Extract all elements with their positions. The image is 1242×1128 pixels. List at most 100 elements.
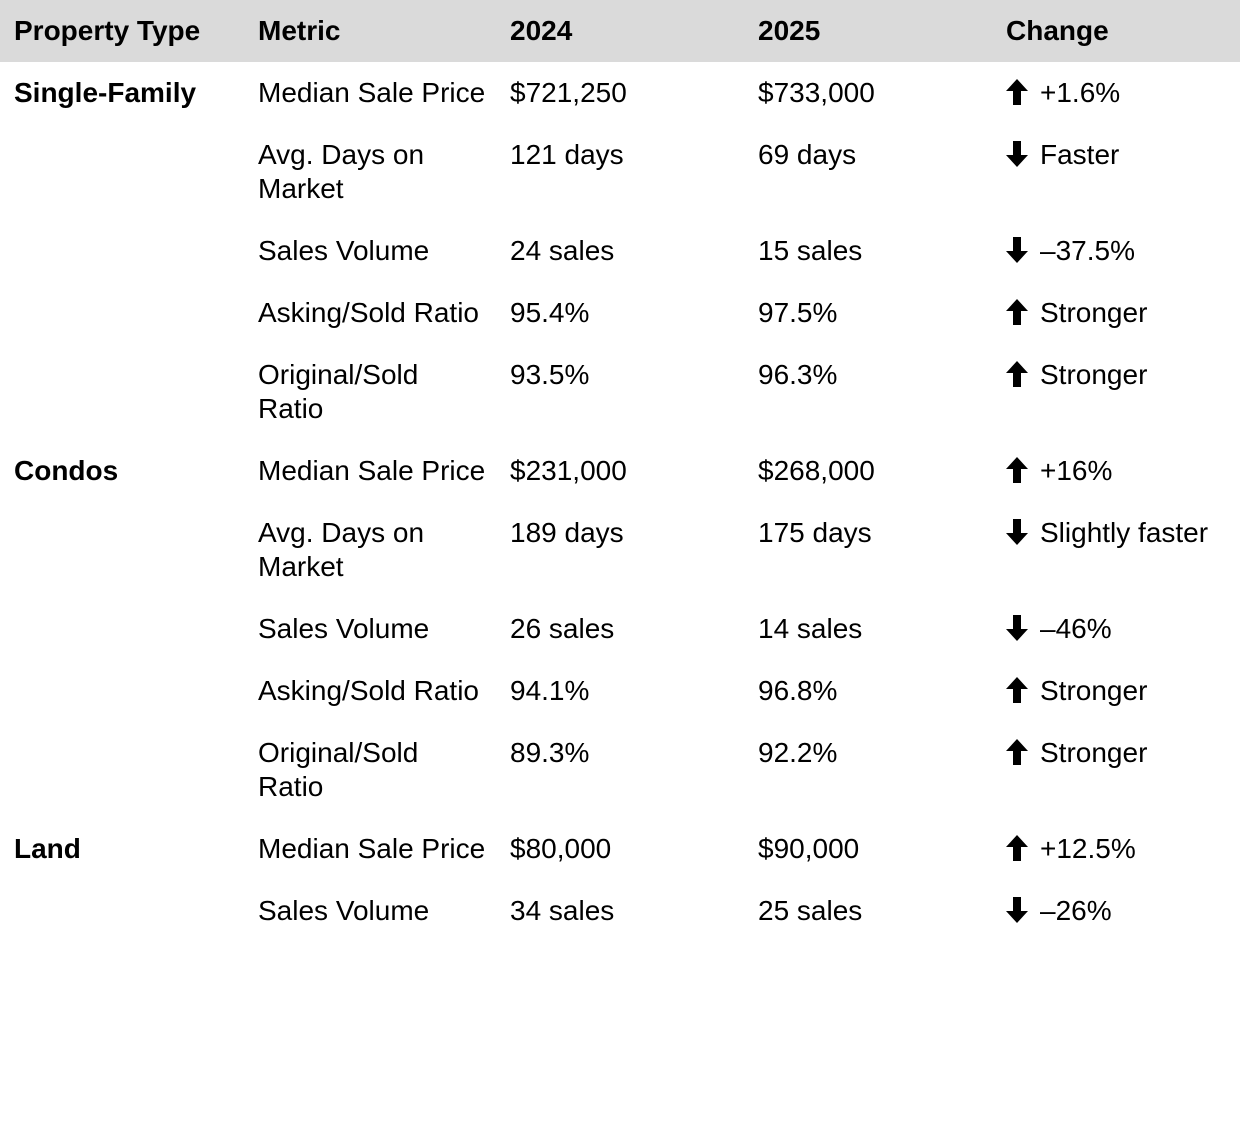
arrow-up-icon bbox=[1006, 299, 1028, 325]
change-cell: Stronger bbox=[992, 344, 1240, 440]
value-2025-cell: $733,000 bbox=[758, 77, 875, 108]
change-cell: Faster bbox=[992, 124, 1240, 220]
change-cell: Stronger bbox=[992, 722, 1240, 818]
header-property-type: Property Type bbox=[14, 15, 201, 46]
arrow-up-icon bbox=[1006, 739, 1028, 765]
table-row: Sales Volume 24 sales 15 sales –37.5% bbox=[0, 220, 1240, 282]
property-type-cell: Land bbox=[14, 833, 81, 864]
change-cell: Stronger bbox=[992, 282, 1240, 344]
value-2024-cell: 24 sales bbox=[510, 235, 615, 266]
table-row: Asking/Sold Ratio 94.1% 96.8% Stronger bbox=[0, 660, 1240, 722]
header-2025: 2025 bbox=[758, 15, 821, 46]
change-cell: –26% bbox=[992, 880, 1240, 942]
change-cell: +16% bbox=[992, 440, 1240, 502]
change-text: Stronger bbox=[1040, 297, 1148, 328]
value-2024-cell: 189 days bbox=[510, 517, 624, 548]
metric-cell: Avg. Days on Market bbox=[258, 139, 425, 204]
value-2024-cell: $721,250 bbox=[510, 77, 627, 108]
change-cell: Stronger bbox=[992, 660, 1240, 722]
metric-cell: Original/Sold Ratio bbox=[258, 737, 419, 802]
metric-cell: Avg. Days on Market bbox=[258, 517, 425, 582]
value-2025-cell: 15 sales bbox=[758, 235, 863, 266]
value-2025-cell: 69 days bbox=[758, 139, 857, 170]
metric-cell: Median Sale Price bbox=[258, 455, 486, 486]
market-comparison-table: Property Type Metric 2024 2025 Change Si… bbox=[0, 0, 1240, 942]
value-2024-cell: 95.4% bbox=[510, 297, 590, 328]
property-type-cell bbox=[0, 124, 244, 220]
arrow-up-icon bbox=[1006, 361, 1028, 387]
arrow-down-icon bbox=[1006, 141, 1028, 167]
property-type-cell bbox=[0, 344, 244, 440]
metric-cell: Median Sale Price bbox=[258, 77, 486, 108]
value-2025-cell: 97.5% bbox=[758, 297, 838, 328]
arrow-down-icon bbox=[1006, 519, 1028, 545]
value-2024-cell: $80,000 bbox=[510, 833, 612, 864]
table-row: Condos Median Sale Price $231,000 $268,0… bbox=[0, 440, 1240, 502]
property-type-cell: Single-Family bbox=[14, 77, 197, 108]
change-text: Stronger bbox=[1040, 675, 1148, 706]
change-text: Stronger bbox=[1040, 737, 1148, 768]
header-metric: Metric bbox=[258, 15, 341, 46]
property-type-cell bbox=[0, 722, 244, 818]
table-row: Avg. Days on Market 121 days 69 days Fas… bbox=[0, 124, 1240, 220]
table-row: Original/Sold Ratio 93.5% 96.3% Stronger bbox=[0, 344, 1240, 440]
change-text: Faster bbox=[1040, 139, 1120, 170]
header-change: Change bbox=[1006, 15, 1109, 46]
arrow-up-icon bbox=[1006, 835, 1028, 861]
change-text: Slightly faster bbox=[1040, 517, 1209, 548]
change-text: +16% bbox=[1040, 455, 1113, 486]
metric-cell: Sales Volume bbox=[258, 613, 430, 644]
arrow-up-icon bbox=[1006, 677, 1028, 703]
value-2024-cell: 26 sales bbox=[510, 613, 615, 644]
value-2024-cell: 34 sales bbox=[510, 895, 615, 926]
metric-cell: Asking/Sold Ratio bbox=[258, 297, 480, 328]
table-row: Land Median Sale Price $80,000 $90,000 +… bbox=[0, 818, 1240, 880]
property-type-cell bbox=[0, 282, 244, 344]
change-text: –37.5% bbox=[1040, 235, 1135, 266]
table-body: Single-Family Median Sale Price $721,250… bbox=[0, 62, 1240, 942]
table-row: Sales Volume 34 sales 25 sales –26% bbox=[0, 880, 1240, 942]
table-row: Single-Family Median Sale Price $721,250… bbox=[0, 62, 1240, 124]
property-type-cell bbox=[0, 598, 244, 660]
value-2024-cell: 93.5% bbox=[510, 359, 590, 390]
change-cell: Slightly faster bbox=[992, 502, 1240, 598]
value-2025-cell: $268,000 bbox=[758, 455, 875, 486]
change-cell: –46% bbox=[992, 598, 1240, 660]
change-text: –26% bbox=[1040, 895, 1112, 926]
value-2025-cell: 92.2% bbox=[758, 737, 838, 768]
arrow-down-icon bbox=[1006, 237, 1028, 263]
change-cell: +1.6% bbox=[992, 62, 1240, 124]
value-2025-cell: 175 days bbox=[758, 517, 872, 548]
arrow-up-icon bbox=[1006, 79, 1028, 105]
header-row: Property Type Metric 2024 2025 Change bbox=[0, 0, 1240, 62]
table-row: Avg. Days on Market 189 days 175 days Sl… bbox=[0, 502, 1240, 598]
property-type-cell bbox=[0, 880, 244, 942]
change-cell: +12.5% bbox=[992, 818, 1240, 880]
value-2025-cell: 25 sales bbox=[758, 895, 863, 926]
table-row: Sales Volume 26 sales 14 sales –46% bbox=[0, 598, 1240, 660]
metric-cell: Median Sale Price bbox=[258, 833, 486, 864]
metric-cell: Asking/Sold Ratio bbox=[258, 675, 480, 706]
change-cell: –37.5% bbox=[992, 220, 1240, 282]
table-header: Property Type Metric 2024 2025 Change bbox=[0, 0, 1240, 62]
metric-cell: Sales Volume bbox=[258, 895, 430, 926]
value-2025-cell: 96.3% bbox=[758, 359, 838, 390]
value-2025-cell: 14 sales bbox=[758, 613, 863, 644]
value-2024-cell: 89.3% bbox=[510, 737, 590, 768]
property-type-cell bbox=[0, 660, 244, 722]
value-2025-cell: 96.8% bbox=[758, 675, 838, 706]
property-type-cell: Condos bbox=[14, 455, 119, 486]
arrow-up-icon bbox=[1006, 457, 1028, 483]
arrow-down-icon bbox=[1006, 615, 1028, 641]
change-text: Stronger bbox=[1040, 359, 1148, 390]
value-2024-cell: 94.1% bbox=[510, 675, 590, 706]
value-2025-cell: $90,000 bbox=[758, 833, 860, 864]
arrow-down-icon bbox=[1006, 897, 1028, 923]
table-row: Original/Sold Ratio 89.3% 92.2% Stronger bbox=[0, 722, 1240, 818]
change-text: +1.6% bbox=[1040, 77, 1121, 108]
property-type-cell bbox=[0, 220, 244, 282]
table-row: Asking/Sold Ratio 95.4% 97.5% Stronger bbox=[0, 282, 1240, 344]
property-type-cell bbox=[0, 502, 244, 598]
value-2024-cell: $231,000 bbox=[510, 455, 627, 486]
